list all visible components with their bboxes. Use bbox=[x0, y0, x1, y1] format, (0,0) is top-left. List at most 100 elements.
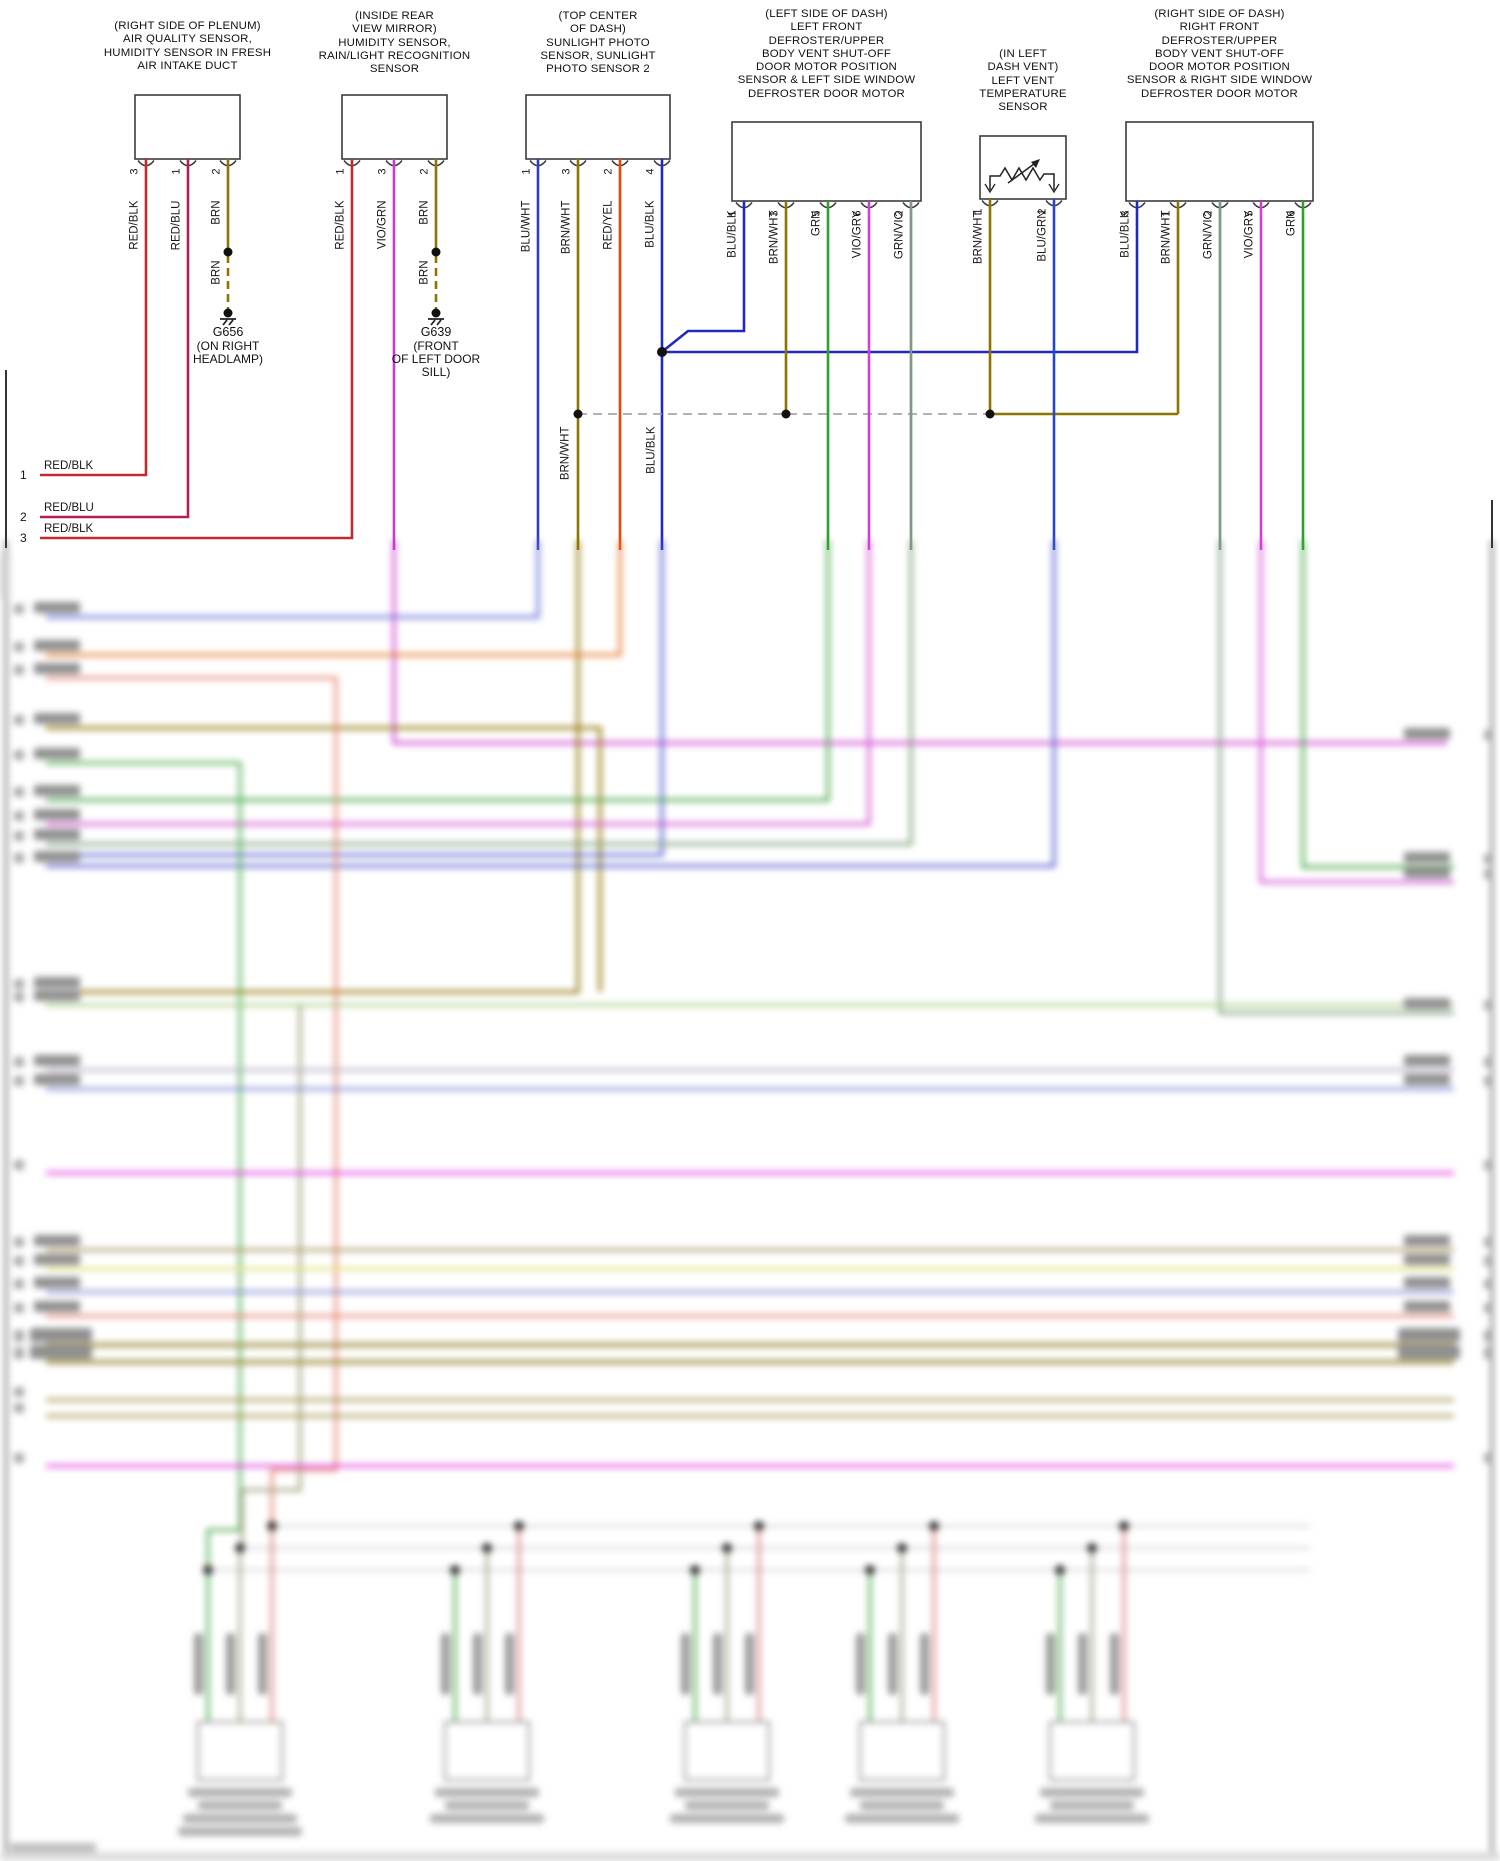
splice-wire-label: BRN/WHT bbox=[559, 426, 572, 481]
ground-id: G639 bbox=[420, 325, 452, 339]
blurred-component bbox=[194, 1633, 203, 1695]
junction-dot bbox=[235, 1543, 245, 1553]
blurred-text bbox=[14, 1279, 24, 1289]
junction-dot bbox=[223, 308, 233, 318]
blurred-text bbox=[34, 1301, 80, 1312]
wire-color-label: GRN bbox=[1285, 210, 1298, 237]
arrow-down-icon bbox=[984, 183, 1060, 194]
feed-wire-color-label: RED/BLK bbox=[44, 460, 94, 472]
blurred-text bbox=[14, 750, 24, 760]
blurred-text bbox=[1484, 1330, 1494, 1342]
connector-title-left-defroster-door-motor: (LEFT SIDE OF DASH) LEFT FRONT DEFROSTER… bbox=[737, 8, 916, 100]
blurred-text bbox=[30, 1345, 92, 1359]
blurred-text bbox=[34, 640, 80, 651]
blurred-connector-box bbox=[684, 1721, 770, 1781]
blurred-text bbox=[1484, 1347, 1494, 1359]
connector-title-rain-light-sensor: (INSIDE REAR VIEW MIRROR) HUMIDITY SENSO… bbox=[318, 10, 471, 76]
junction-dot bbox=[929, 1521, 939, 1531]
blurred-text bbox=[14, 787, 24, 797]
blurred-text bbox=[1484, 730, 1494, 740]
junction-dot bbox=[431, 308, 441, 318]
blurred-text bbox=[14, 853, 24, 863]
blurred-text bbox=[14, 1347, 24, 1359]
blurred-text bbox=[1484, 1453, 1494, 1463]
blurred-text bbox=[14, 715, 24, 725]
blurred-text bbox=[14, 1256, 24, 1266]
junction-dot bbox=[573, 409, 583, 419]
blurred-text bbox=[34, 1277, 80, 1288]
connector-title-air-quality-sensor: (RIGHT SIDE OF PLENUM) AIR QUALITY SENSO… bbox=[103, 20, 272, 72]
wire-color-label: BLU/BLK bbox=[1119, 210, 1132, 258]
blurred-text bbox=[1404, 998, 1450, 1009]
junction-dot bbox=[1087, 1543, 1097, 1553]
blurred-text bbox=[34, 663, 80, 674]
blurred-text bbox=[14, 831, 24, 841]
blurred-text bbox=[1404, 728, 1450, 739]
wire-color-label: BLU/WHT bbox=[520, 200, 533, 253]
connector-title-right-defroster-door-motor: (RIGHT SIDE OF DASH) RIGHT FRONT DEFROST… bbox=[1126, 8, 1313, 100]
feed-wire-color-label: RED/BLU bbox=[44, 502, 94, 514]
junction-dot bbox=[431, 247, 441, 257]
wire-color-label: RED/BLK bbox=[128, 200, 141, 250]
connector-box-right-defroster-door-motor bbox=[1125, 121, 1314, 202]
blurred-connector-box bbox=[859, 1721, 945, 1781]
pin-number: 2 bbox=[210, 168, 223, 175]
blurred-text bbox=[34, 1254, 80, 1265]
blurred-text bbox=[430, 1814, 544, 1823]
pin-number: 4 bbox=[644, 168, 657, 175]
feed-wire-color-label: RED/BLK bbox=[44, 523, 94, 535]
blurred-wire bbox=[240, 1005, 302, 1548]
blurred-text bbox=[860, 1801, 944, 1810]
wire-color-label: BLU/GRN bbox=[1036, 210, 1049, 262]
blurred-connector-box bbox=[197, 1721, 283, 1781]
wire-color-label: RED/BLK bbox=[334, 200, 347, 250]
blurred-text bbox=[1035, 1814, 1149, 1823]
blurred-text bbox=[1404, 1074, 1450, 1085]
blurred-text bbox=[14, 1237, 24, 1247]
blurred-text bbox=[14, 1160, 24, 1170]
blurred-wire bbox=[46, 538, 1056, 868]
connector-box-sunlight-photo-sensor bbox=[525, 94, 671, 160]
blurred-text bbox=[14, 811, 24, 821]
blurred-wire bbox=[46, 538, 580, 994]
blurred-text bbox=[34, 977, 80, 988]
wire-color-label: VIO/GRY bbox=[1243, 210, 1256, 259]
wire bbox=[662, 201, 746, 353]
blurred-text bbox=[34, 1074, 80, 1085]
blurred-text bbox=[34, 748, 80, 759]
wire bbox=[662, 201, 1139, 354]
junction-dot bbox=[897, 1543, 907, 1553]
splice-wire-label: BLU/BLK bbox=[645, 426, 658, 474]
bottom-bar bbox=[0, 1852, 1500, 1861]
junction-dot bbox=[722, 1543, 732, 1553]
blurred-connector-box bbox=[1049, 1721, 1135, 1781]
blurred-wire bbox=[46, 538, 622, 657]
blurred-component bbox=[888, 1633, 897, 1695]
pin-number: 3 bbox=[376, 168, 389, 175]
blurred-text bbox=[14, 1453, 24, 1463]
pin-number: 3 bbox=[560, 168, 573, 175]
blurred-text bbox=[0, 553, 10, 599]
junction-dot bbox=[223, 247, 233, 257]
blurred-component bbox=[258, 1633, 267, 1695]
ground-icon bbox=[220, 318, 236, 326]
pin-number: 2 bbox=[418, 168, 431, 175]
blurred-text bbox=[34, 1055, 80, 1066]
connector-box-rain-light-sensor bbox=[341, 94, 448, 160]
blurred-text bbox=[445, 1801, 529, 1810]
junction-dot bbox=[482, 1543, 492, 1553]
wire-color-label: BRN/WHT bbox=[768, 210, 781, 265]
connector-title-sunlight-photo-sensor: (TOP CENTER OF DASH) SUNLIGHT PHOTO SENS… bbox=[540, 10, 656, 76]
blurred-connector-box bbox=[444, 1721, 530, 1781]
blurred-text bbox=[198, 1801, 282, 1810]
junction-dot bbox=[865, 1565, 875, 1575]
blurred-text bbox=[675, 1788, 779, 1797]
junction-dot bbox=[690, 1565, 700, 1575]
pin-number: 3 bbox=[128, 168, 141, 175]
wire-color-label: RED/BLU bbox=[170, 200, 183, 251]
junction-dot bbox=[203, 1565, 213, 1575]
blurred-text bbox=[14, 1303, 24, 1313]
blurred-component bbox=[505, 1633, 514, 1695]
blurred-text bbox=[845, 1814, 959, 1823]
blurred-text bbox=[34, 990, 80, 1001]
